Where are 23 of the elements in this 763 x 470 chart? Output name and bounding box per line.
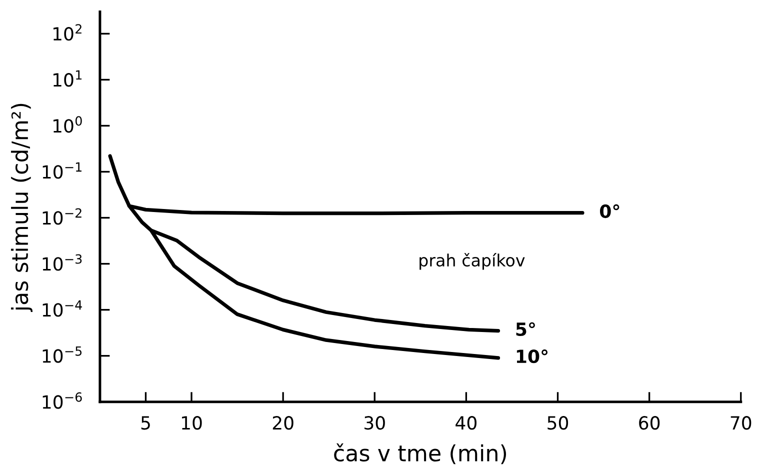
x-tick-label: 20 xyxy=(272,416,294,430)
x-tick-label: 40 xyxy=(456,416,476,430)
y-tick-label: 10$^{−5}$ xyxy=(42,346,82,363)
y-tick-label: 10$^{−1}$ xyxy=(42,162,82,179)
x-tick-label: 70 xyxy=(730,416,752,430)
x-tick-label: 30 xyxy=(364,416,385,430)
y-tick-label: 10$^{−6}$ xyxy=(42,392,82,409)
x-tick-label: 5 xyxy=(141,416,150,430)
series-label: 0° xyxy=(600,204,620,218)
y-tick-label: 10$^{−2}$ xyxy=(42,208,82,225)
y-tick-label: 10$^{−3}$ xyxy=(42,254,82,271)
x-tick-label: 10 xyxy=(182,416,202,430)
series-label: 5° xyxy=(516,322,535,336)
y-tick-label: 10$^{0}$ xyxy=(53,116,82,133)
y-tick-label: 10$^{1}$ xyxy=(53,70,82,87)
y-axis-title: jas stimulu (cd/m²) xyxy=(11,104,33,312)
x-axis-title: čas v tme (min) xyxy=(334,443,506,464)
x-tick-label: 50 xyxy=(548,416,568,430)
series-label: 10° xyxy=(516,349,548,364)
x-tick-label: 60 xyxy=(639,416,660,430)
y-tick-label: 10$^{−4}$ xyxy=(42,300,82,317)
annotation: prah čapíkov xyxy=(420,253,525,270)
y-tick-label: 10$^{2}$ xyxy=(53,24,82,41)
